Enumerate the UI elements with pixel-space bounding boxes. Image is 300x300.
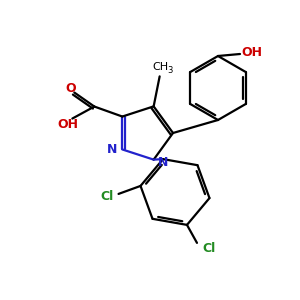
Text: Cl: Cl [100, 190, 113, 203]
Text: O: O [65, 82, 76, 95]
Text: CH: CH [153, 62, 169, 72]
Text: N: N [107, 143, 117, 156]
Text: OH: OH [242, 46, 262, 59]
Text: Cl: Cl [202, 242, 216, 255]
Text: 3: 3 [167, 66, 172, 75]
Text: N: N [158, 156, 168, 169]
Text: OH: OH [58, 118, 79, 131]
